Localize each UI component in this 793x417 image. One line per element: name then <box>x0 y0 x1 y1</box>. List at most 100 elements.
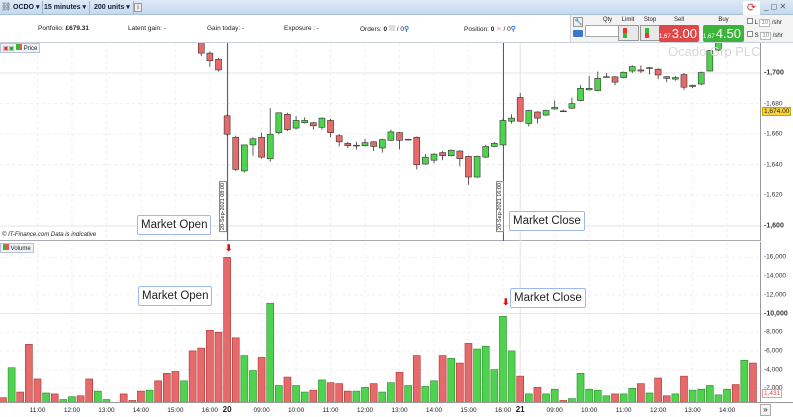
expand-icon[interactable]: ▣ <box>8 46 15 52</box>
volume-bar[interactable] <box>0 397 7 402</box>
candle[interactable] <box>516 92 524 122</box>
candle[interactable] <box>594 71 602 92</box>
volume-bar[interactable] <box>162 373 171 402</box>
market-open-note[interactable]: Market Open <box>137 215 212 235</box>
price-plot[interactable] <box>0 43 760 241</box>
candle[interactable] <box>223 114 231 136</box>
volume-bar[interactable] <box>585 388 593 402</box>
candle[interactable] <box>327 118 334 138</box>
candle[interactable] <box>335 134 343 147</box>
volume-bar[interactable] <box>309 389 318 402</box>
candle[interactable] <box>559 109 567 113</box>
candle[interactable] <box>585 76 593 91</box>
wrench-icon[interactable]: 🔧 <box>573 17 583 27</box>
candle[interactable] <box>611 76 619 86</box>
candle[interactable] <box>465 155 472 185</box>
candle[interactable] <box>197 43 205 57</box>
volume-bar[interactable] <box>197 347 206 402</box>
volume-bar[interactable] <box>619 393 628 402</box>
candle[interactable] <box>620 71 627 79</box>
volume-plot[interactable] <box>0 242 760 402</box>
volume-bar[interactable] <box>59 399 68 402</box>
volume-bar[interactable] <box>352 390 361 402</box>
candle[interactable] <box>491 141 498 148</box>
candle[interactable] <box>292 115 300 130</box>
limit-order-button[interactable] <box>618 25 639 41</box>
volume-bar[interactable] <box>85 378 93 402</box>
volume-bar[interactable] <box>42 392 50 402</box>
candle[interactable] <box>499 118 507 146</box>
candle[interactable] <box>206 51 214 67</box>
volume-bar[interactable] <box>671 393 680 402</box>
volume-bar[interactable] <box>145 389 154 402</box>
candle[interactable] <box>680 73 688 90</box>
candle[interactable] <box>232 135 240 171</box>
time-axis[interactable]: 11:00 12:00 13:00 14:00 15:00 16:00 20 09:00 10:… <box>0 402 793 417</box>
info-icon[interactable]: i <box>134 3 142 12</box>
volume-bar[interactable] <box>740 359 749 402</box>
keyboard-icon[interactable] <box>573 30 583 37</box>
zoom-out-icon[interactable]: ▣ <box>3 46 9 52</box>
candle[interactable] <box>284 112 291 132</box>
candle[interactable] <box>577 85 584 102</box>
volume-bar[interactable] <box>257 357 266 402</box>
volume-bar[interactable] <box>378 391 387 402</box>
volume-bar[interactable] <box>361 387 369 402</box>
volume-bar[interactable] <box>318 379 326 402</box>
candle[interactable] <box>603 73 610 78</box>
candle[interactable] <box>646 66 653 75</box>
candle[interactable] <box>663 76 671 83</box>
volume-bar[interactable] <box>137 390 145 402</box>
volume-chart[interactable]: -16,000 -14,000 -12,000 -10,000 -8,000 -6,000… <box>0 242 793 402</box>
volume-bar[interactable] <box>335 383 343 402</box>
interval-dropdown[interactable]: 15 minutes ▾ <box>41 1 91 14</box>
candle[interactable] <box>654 68 662 80</box>
limit-checkbox[interactable] <box>747 18 753 24</box>
volume-bar[interactable] <box>688 389 697 402</box>
volume-bar[interactable] <box>576 373 585 402</box>
volume-bar[interactable] <box>602 395 611 402</box>
volume-bar[interactable] <box>404 385 412 402</box>
volume-bar[interactable] <box>430 380 438 402</box>
volume-bar[interactable] <box>266 302 275 402</box>
volume-bar[interactable] <box>231 337 240 402</box>
sell-button[interactable]: 1,673.00 <box>659 25 699 42</box>
stop-qty-input[interactable]: 10 <box>760 32 772 40</box>
candle[interactable] <box>310 121 317 130</box>
orders-link-icon[interactable]: ⚲ <box>403 26 410 33</box>
volume-bar[interactable] <box>76 395 85 402</box>
candle[interactable] <box>249 137 257 156</box>
volume-bar[interactable] <box>7 367 16 402</box>
buy-button[interactable]: 1,674.50 <box>703 25 744 42</box>
volume-bar[interactable] <box>292 385 300 402</box>
volume-bar[interactable] <box>438 355 447 402</box>
volume-bar[interactable] <box>240 355 249 402</box>
volume-bar[interactable] <box>680 375 688 402</box>
volume-bar[interactable] <box>206 330 214 402</box>
volume-bar[interactable] <box>628 388 637 402</box>
candle[interactable] <box>378 138 386 153</box>
volume-bar[interactable] <box>481 345 490 402</box>
volume-bar[interactable] <box>542 393 550 402</box>
volume-bar[interactable] <box>464 343 473 402</box>
candle[interactable] <box>361 138 369 147</box>
candle[interactable] <box>413 136 421 170</box>
volume-bar[interactable] <box>102 399 111 402</box>
candle[interactable] <box>456 150 464 167</box>
volume-bar[interactable] <box>214 331 223 402</box>
volume-bar[interactable] <box>395 372 404 402</box>
window-controls[interactable]: _ ◻ ✕ <box>764 2 787 11</box>
volume-bar[interactable] <box>94 390 102 402</box>
volume-bar[interactable] <box>369 383 378 402</box>
candle[interactable] <box>422 154 429 165</box>
volume-bar[interactable] <box>697 388 706 402</box>
price-axis[interactable] <box>760 43 793 241</box>
volume-bar[interactable] <box>119 393 128 402</box>
candle[interactable] <box>430 153 438 164</box>
volume-axis[interactable] <box>760 242 793 402</box>
volume-bar[interactable] <box>421 386 430 402</box>
limit-qty-input[interactable]: 10 <box>759 19 771 27</box>
candle[interactable] <box>387 129 395 142</box>
volume-bar[interactable] <box>50 393 59 402</box>
volume-bar[interactable] <box>326 382 335 402</box>
